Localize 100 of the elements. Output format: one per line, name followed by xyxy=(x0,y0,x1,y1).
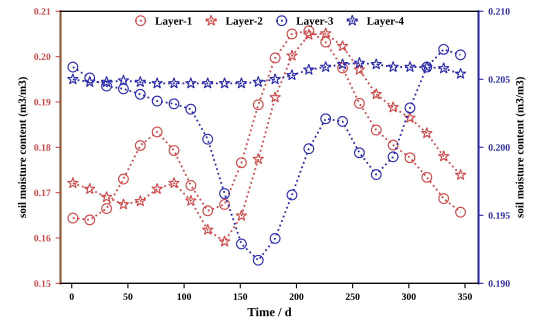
point xyxy=(354,98,365,109)
point xyxy=(134,195,146,206)
y-tick-label: 0.15 xyxy=(34,280,50,287)
point xyxy=(336,40,348,52)
y-tick-label: 0.21 xyxy=(34,8,50,15)
y-tick-label: 0.20 xyxy=(34,54,50,60)
point xyxy=(236,238,247,250)
point xyxy=(454,68,466,79)
point xyxy=(100,191,112,202)
point xyxy=(404,102,416,114)
point xyxy=(320,60,332,72)
point xyxy=(134,76,146,88)
y2-tick-label: 0.205 xyxy=(488,76,510,83)
point xyxy=(354,64,366,75)
point xyxy=(185,77,197,88)
point xyxy=(454,168,466,180)
point xyxy=(438,62,450,74)
point xyxy=(370,58,382,70)
point xyxy=(370,124,382,136)
point xyxy=(336,58,348,70)
y-tick-label: 0.17 xyxy=(34,190,51,196)
point xyxy=(438,150,450,162)
point xyxy=(100,76,112,88)
point xyxy=(270,52,281,64)
point xyxy=(370,169,382,180)
point xyxy=(286,69,298,80)
point xyxy=(269,91,281,102)
point xyxy=(388,151,399,162)
point xyxy=(152,126,163,138)
y2-tick-label: 0.210 xyxy=(488,8,510,15)
point xyxy=(168,177,180,188)
point xyxy=(134,88,146,100)
point xyxy=(202,77,214,88)
point xyxy=(151,77,163,88)
point xyxy=(67,73,79,84)
point xyxy=(219,188,230,199)
point xyxy=(455,206,466,218)
point xyxy=(152,96,163,106)
point xyxy=(455,49,466,60)
point xyxy=(320,36,332,48)
point xyxy=(151,182,163,194)
point xyxy=(168,145,180,156)
point xyxy=(354,147,365,158)
point xyxy=(202,205,214,216)
y2-tick-label: 0.195 xyxy=(488,212,510,219)
point xyxy=(270,233,281,244)
y-tick-label: 0.19 xyxy=(34,98,50,106)
point xyxy=(252,99,264,110)
x-axis-title: Time / d xyxy=(248,307,292,316)
legend-label: Layer-2 xyxy=(226,17,262,27)
point xyxy=(303,143,314,154)
legend-label: Layer-4 xyxy=(366,17,404,27)
point xyxy=(286,190,298,200)
point xyxy=(421,172,432,183)
x-tick-label: 0 xyxy=(70,293,74,300)
point xyxy=(84,72,96,84)
y2-tick-label: 0.200 xyxy=(488,144,510,151)
legend-label: Layer-1 xyxy=(155,17,192,27)
x-tick-label: 50 xyxy=(123,293,132,300)
point xyxy=(118,83,129,94)
y2-axis-title: soil moisture content (m3/m3) xyxy=(516,77,526,218)
point xyxy=(252,76,264,88)
point xyxy=(404,152,416,164)
y-tick-label: 0.16 xyxy=(34,234,50,242)
y-axis-title: soil moisture content (m3/m3) xyxy=(18,77,28,218)
point xyxy=(252,152,264,164)
x-tick-label: 350 xyxy=(458,293,472,300)
point xyxy=(67,177,79,188)
point xyxy=(387,101,399,112)
point xyxy=(185,104,196,115)
point xyxy=(101,203,112,214)
point xyxy=(269,73,281,84)
point xyxy=(354,56,366,68)
point xyxy=(67,62,78,72)
point xyxy=(118,174,129,184)
point xyxy=(370,88,382,100)
point xyxy=(438,193,450,204)
point xyxy=(320,113,332,124)
point xyxy=(185,194,197,206)
point xyxy=(388,140,399,150)
point xyxy=(118,198,130,210)
x-tick-label: 300 xyxy=(402,293,416,300)
y2-tick-label: 0.190 xyxy=(488,280,510,287)
point xyxy=(337,116,348,127)
legend-label: Layer-3 xyxy=(296,17,334,27)
point xyxy=(337,62,348,74)
point xyxy=(219,199,230,210)
point xyxy=(101,80,112,92)
x-tick-label: 100 xyxy=(178,293,192,300)
point xyxy=(218,77,230,88)
point xyxy=(185,180,196,191)
point xyxy=(236,157,247,168)
point xyxy=(202,134,214,145)
point xyxy=(286,28,298,40)
point xyxy=(236,210,248,221)
point xyxy=(252,254,264,266)
point xyxy=(286,50,298,61)
point xyxy=(168,98,180,110)
point xyxy=(118,74,130,86)
point xyxy=(387,60,399,72)
